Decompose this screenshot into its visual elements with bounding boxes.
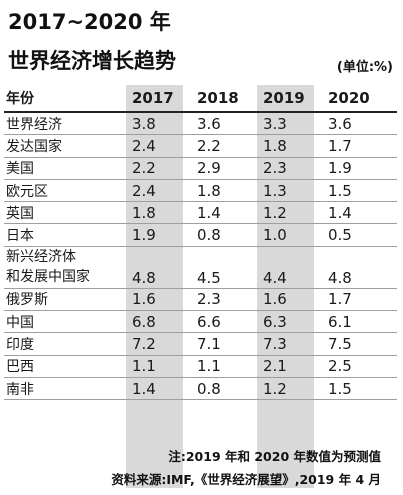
row-name: 新兴经济体 和发展中国家 [4, 246, 126, 289]
cell-value: 7.3 [257, 332, 322, 356]
cell-value: 1.5 [322, 179, 397, 203]
table-row: 中国 6.8 6.6 6.3 6.1 [4, 310, 397, 334]
table-row: 俄罗斯 1.6 2.3 1.6 1.7 [4, 288, 397, 312]
cell-value: 2.3 [257, 157, 322, 180]
cell-value: 0.8 [191, 223, 257, 247]
cell-value: 1.5 [322, 377, 397, 401]
header-year: 2020 [322, 85, 397, 113]
cell-value: 0.5 [322, 223, 397, 247]
cell-value: 2.5 [322, 355, 397, 378]
cell-value: 4.8 [126, 246, 191, 289]
cell-value: 1.4 [126, 377, 191, 401]
source-note: 资料来源:IMF,《世界经济展望》,2019 年 4 月 [111, 472, 381, 487]
cell-value: 1.4 [191, 201, 257, 225]
table-row: 世界经济 3.8 3.6 3.3 3.6 [4, 112, 397, 136]
header-year: 2018 [191, 85, 257, 113]
row-name: 南非 [4, 377, 126, 401]
row-name: 美国 [4, 157, 126, 180]
table-row: 美国 2.2 2.9 2.3 1.9 [4, 157, 397, 180]
title-line-1: 2017~2020 年 [8, 10, 171, 34]
cell-value: 2.4 [126, 179, 191, 203]
cell-value: 1.8 [257, 134, 322, 158]
header-year: 2019 [257, 85, 322, 113]
row-name: 世界经济 [4, 112, 126, 136]
cell-value: 2.2 [126, 157, 191, 180]
cell-value: 1.9 [322, 157, 397, 180]
cell-value: 2.9 [191, 157, 257, 180]
cell-value: 3.3 [257, 112, 322, 136]
cell-value: 7.5 [322, 332, 397, 356]
cell-value: 1.8 [191, 179, 257, 203]
cell-value: 6.1 [322, 310, 397, 334]
cell-value: 2.4 [126, 134, 191, 158]
row-name: 发达国家 [4, 134, 126, 158]
cell-value: 3.8 [126, 112, 191, 136]
table-row: 日本 1.9 0.8 1.0 0.5 [4, 223, 397, 247]
cell-value: 7.2 [126, 332, 191, 356]
cell-value: 6.3 [257, 310, 322, 334]
row-name-line-1: 新兴经济体 [6, 249, 76, 266]
row-name: 巴西 [4, 355, 126, 378]
row-name: 日本 [4, 223, 126, 247]
cell-value: 1.8 [126, 201, 191, 225]
cell-value: 1.1 [191, 355, 257, 378]
cell-value: 2.3 [191, 288, 257, 312]
table-row: 欧元区 2.4 1.8 1.3 1.5 [4, 179, 397, 203]
row-name: 印度 [4, 332, 126, 356]
cell-value: 6.8 [126, 310, 191, 334]
table-row: 发达国家 2.4 2.2 1.8 1.7 [4, 134, 397, 158]
table-row: 印度 7.2 7.1 7.3 7.5 [4, 332, 397, 356]
cell-value: 2.2 [191, 134, 257, 158]
growth-table: 年份 2017 2018 2019 2020 世界经济 3.8 3.6 3.3 … [4, 85, 397, 401]
title-line-2: 世界经济增长趋势 [8, 49, 176, 73]
cell-value: 1.1 [126, 355, 191, 378]
row-name: 中国 [4, 310, 126, 334]
table-row: 巴西 1.1 1.1 2.1 2.5 [4, 355, 397, 378]
cell-value: 1.4 [322, 201, 397, 225]
unit-label: (单位:%) [336, 60, 393, 75]
cell-value: 7.1 [191, 332, 257, 356]
cell-value: 0.8 [191, 377, 257, 401]
cell-value: 1.2 [257, 201, 322, 225]
header-label: 年份 [4, 85, 126, 113]
cell-value: 1.7 [322, 134, 397, 158]
cell-value: 6.6 [191, 310, 257, 334]
cell-value: 4.5 [191, 246, 257, 289]
cell-value: 3.6 [322, 112, 397, 136]
cell-value: 1.9 [126, 223, 191, 247]
cell-value: 3.6 [191, 112, 257, 136]
table-row: 新兴经济体 和发展中国家 4.8 4.5 4.4 4.8 [4, 246, 397, 289]
cell-value: 1.6 [126, 288, 191, 312]
cell-value: 1.7 [322, 288, 397, 312]
cell-value: 1.3 [257, 179, 322, 203]
table-row: 英国 1.8 1.4 1.2 1.4 [4, 201, 397, 225]
row-name: 俄罗斯 [4, 288, 126, 312]
row-name: 欧元区 [4, 179, 126, 203]
cell-value: 1.0 [257, 223, 322, 247]
cell-value: 4.4 [257, 246, 322, 289]
cell-value: 2.1 [257, 355, 322, 378]
cell-value: 4.8 [322, 246, 397, 289]
table-row: 南非 1.4 0.8 1.2 1.5 [4, 377, 397, 401]
cell-value: 1.2 [257, 377, 322, 401]
header-year: 2017 [126, 85, 191, 113]
row-name-line-2: 和发展中国家 [6, 269, 90, 286]
cell-value: 1.6 [257, 288, 322, 312]
row-name: 英国 [4, 201, 126, 225]
header-row: 年份 2017 2018 2019 2020 [4, 85, 397, 113]
footnote: 注:2019 年和 2020 年数值为预测值 [168, 449, 381, 464]
